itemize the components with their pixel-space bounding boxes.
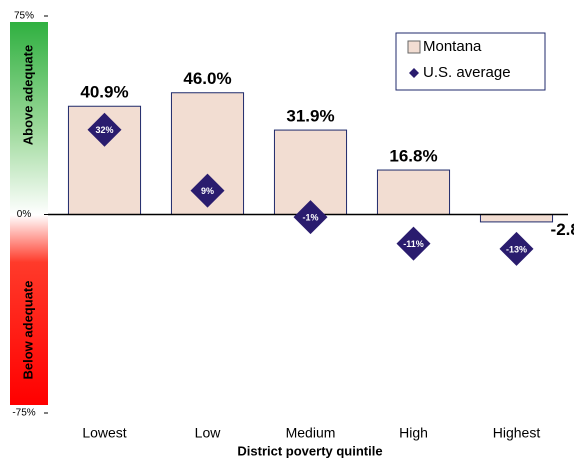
value-label: -1% — [302, 213, 318, 223]
value-label: 9% — [201, 186, 214, 196]
value-label: -11% — [403, 239, 424, 249]
legend-swatch — [409, 68, 419, 78]
diamond-marker — [293, 200, 328, 235]
below-band — [10, 215, 48, 405]
diamond-marker — [499, 231, 534, 266]
band-label: Below adequate — [20, 281, 35, 380]
diamond-marker — [190, 173, 225, 208]
value-label: 40.9% — [80, 83, 128, 102]
value-label: -2.8% — [551, 220, 574, 239]
x-tick-label: Lowest — [82, 425, 126, 441]
x-tick-label: Low — [195, 425, 222, 441]
y-tick-label: -75% — [12, 408, 35, 419]
diamond-marker — [87, 112, 122, 147]
legend-label: Montana — [423, 38, 482, 55]
y-tick-label: 0% — [17, 209, 32, 220]
value-label: 31.9% — [286, 107, 334, 126]
x-tick-label: High — [399, 425, 428, 441]
x-tick-label: Medium — [286, 425, 336, 441]
value-label: -13% — [506, 244, 527, 254]
value-label: 16.8% — [389, 147, 437, 166]
legend-label: U.S. average — [423, 64, 511, 81]
bar — [479, 214, 554, 223]
band-label: Above adequate — [20, 45, 35, 145]
legend-swatch — [407, 40, 421, 54]
legend — [395, 32, 546, 91]
value-label: 46.0% — [183, 69, 231, 88]
y-tick-label: 75% — [14, 11, 34, 22]
value-label: 32% — [95, 125, 113, 135]
bar — [376, 169, 451, 215]
diamond-marker — [396, 226, 431, 261]
above-band — [10, 22, 48, 215]
x-axis-label: District poverty quintile — [237, 443, 382, 458]
x-tick-label: Highest — [493, 425, 541, 441]
